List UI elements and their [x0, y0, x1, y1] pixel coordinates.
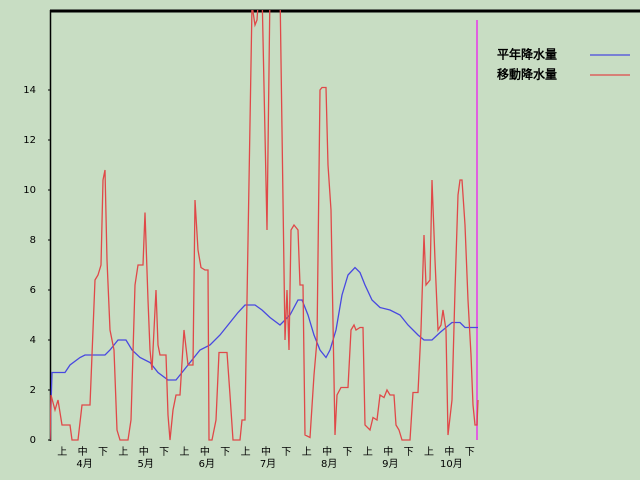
plot-area — [50, 10, 479, 441]
y-tick-label: 6 — [30, 285, 36, 296]
x-tick-label: 下 — [465, 447, 475, 458]
y-tick-label: 14 — [23, 85, 36, 96]
month-label: 7月 — [260, 458, 276, 470]
x-tick-label: 下 — [281, 447, 291, 458]
x-tick-label: 中 — [78, 445, 88, 458]
x-tick-label: 上 — [241, 446, 251, 458]
x-tick-label: 中 — [444, 445, 454, 458]
x-tick-label: 中 — [200, 445, 210, 458]
x-tick-label: 上 — [118, 446, 128, 458]
x-tick-label: 下 — [404, 447, 414, 458]
y-tick-label: 10 — [23, 185, 36, 196]
x-tick-label: 上 — [363, 446, 373, 458]
y-tick-label: 4 — [30, 335, 36, 346]
y-tick-label: 2 — [30, 385, 36, 396]
x-tick-label: 下 — [98, 447, 108, 458]
month-label: 4月 — [76, 458, 92, 470]
x-tick-label: 上 — [179, 446, 189, 458]
x-tick-label: 中 — [261, 445, 271, 458]
x-tick-label: 上 — [424, 446, 434, 458]
month-label: 5月 — [138, 458, 154, 470]
y-tick-label: 0 — [30, 435, 36, 446]
legend-label: 移動降水量 — [497, 67, 557, 82]
x-tick-label: 中 — [383, 445, 393, 458]
month-label: 10月 — [440, 458, 463, 470]
x-tick-label: 中 — [322, 445, 332, 458]
x-tick-label: 上 — [302, 446, 312, 458]
legend-label: 平年降水量 — [497, 47, 557, 62]
x-tick-label: 中 — [139, 445, 149, 458]
x-tick-label: 下 — [343, 447, 353, 458]
month-label: 9月 — [382, 458, 398, 470]
y-tick-label: 8 — [30, 235, 36, 246]
x-tick-label: 上 — [57, 446, 67, 458]
month-label: 6月 — [199, 458, 215, 470]
x-tick-label: 下 — [220, 447, 230, 458]
y-tick-label: 12 — [23, 135, 36, 146]
x-tick-label: 下 — [159, 447, 169, 458]
month-label: 8月 — [321, 458, 337, 470]
series-line — [50, 10, 479, 441]
